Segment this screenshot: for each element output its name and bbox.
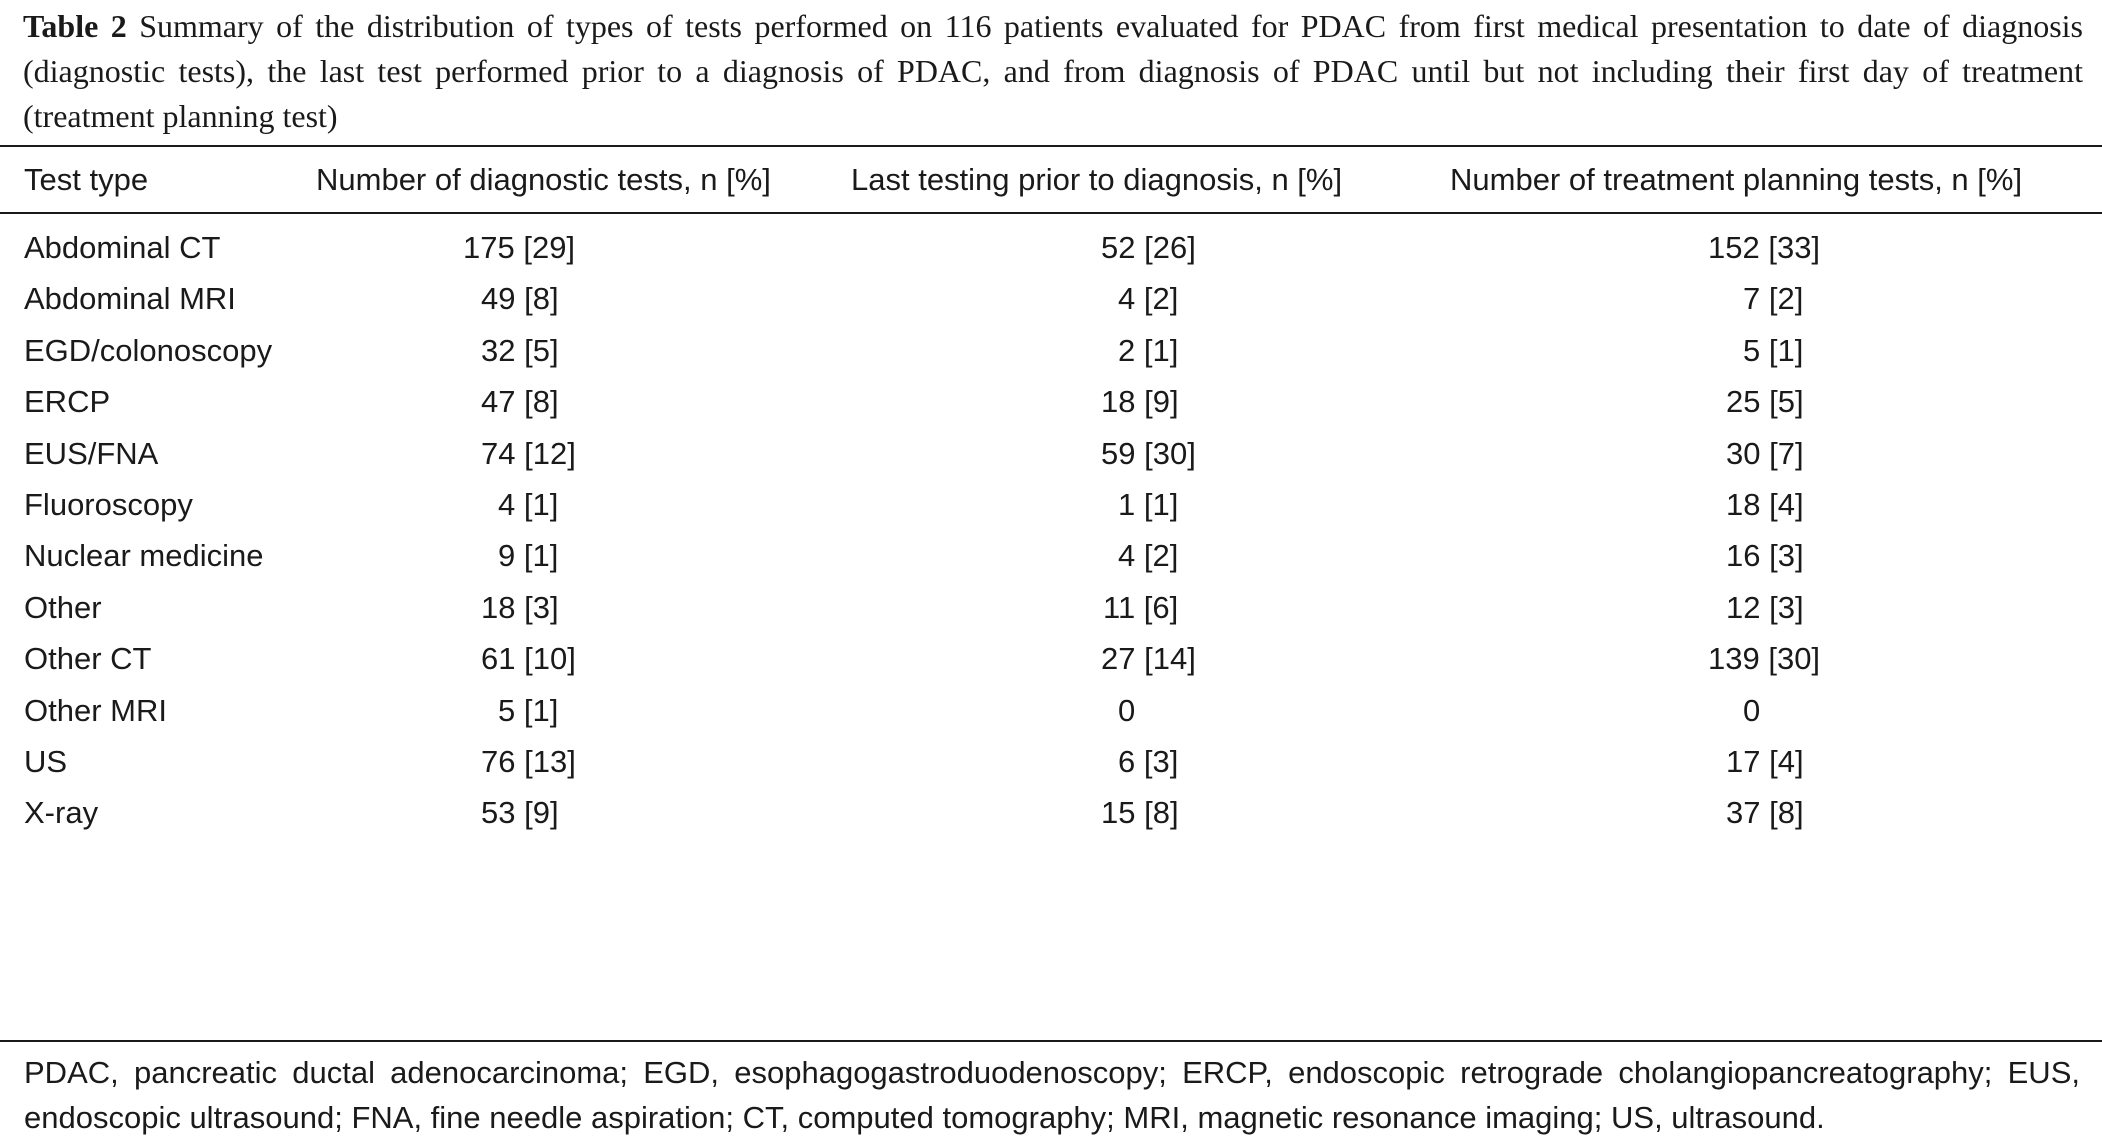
cell-diagnostic-tests: 47 [8] xyxy=(481,384,559,419)
cell-test-type: EGD/colonoscopy xyxy=(24,333,273,368)
cell-treatment-planning: 7 [2] xyxy=(1743,281,1804,316)
cell-treatment-planning: 37 [8] xyxy=(1726,795,1804,830)
table-header-rule xyxy=(0,212,2102,214)
cell-treatment-planning: 0 xyxy=(1743,693,1761,728)
cell-test-type: Other xyxy=(24,590,102,625)
cell-test-type: X-ray xyxy=(24,795,99,830)
header-diagnostic-tests: Number of diagnostic tests, n [%] xyxy=(316,162,771,197)
cell-diagnostic-tests: 32 [5] xyxy=(481,333,559,368)
cell-treatment-planning: 5 [1] xyxy=(1743,333,1804,368)
cell-diagnostic-tests: 76 [13] xyxy=(481,744,576,779)
cell-test-type: Nuclear medicine xyxy=(24,538,264,573)
table-caption-label: Table 2 xyxy=(23,8,127,44)
table-bottom-rule xyxy=(0,1040,2102,1042)
cell-last-testing: 18 [9] xyxy=(1101,384,1179,419)
cell-last-testing: 4 [2] xyxy=(1118,538,1179,573)
cell-diagnostic-tests: 49 [8] xyxy=(481,281,559,316)
table-caption: Table 2 Summary of the distribution of t… xyxy=(23,4,2083,139)
cell-treatment-planning: 139 [30] xyxy=(1708,641,1821,676)
cell-treatment-planning: 17 [4] xyxy=(1726,744,1804,779)
cell-test-type: ERCP xyxy=(24,384,111,419)
table-top-rule xyxy=(0,145,2102,147)
cell-last-testing: 1 [1] xyxy=(1118,487,1179,522)
cell-test-type: US xyxy=(24,744,68,779)
cell-diagnostic-tests: 4 [1] xyxy=(498,487,559,522)
cell-last-testing: 0 xyxy=(1118,693,1136,728)
header-treatment-planning: Number of treatment planning tests, n [%… xyxy=(1450,162,2023,197)
cell-diagnostic-tests: 74 [12] xyxy=(481,436,576,471)
cell-test-type: Abdominal MRI xyxy=(24,281,236,316)
cell-diagnostic-tests: 61 [10] xyxy=(481,641,576,676)
cell-last-testing: 11 [6] xyxy=(1103,590,1179,625)
cell-test-type: Other CT xyxy=(24,641,152,676)
header-test-type: Test type xyxy=(24,162,149,197)
cell-test-type: Abdominal CT xyxy=(24,230,221,265)
cell-last-testing: 52 [26] xyxy=(1101,230,1196,265)
cell-treatment-planning: 30 [7] xyxy=(1726,436,1804,471)
cell-test-type: EUS/FNA xyxy=(24,436,159,471)
cell-last-testing: 15 [8] xyxy=(1101,795,1179,830)
cell-test-type: Other MRI xyxy=(24,693,167,728)
cell-last-testing: 6 [3] xyxy=(1118,744,1179,779)
cell-last-testing: 4 [2] xyxy=(1118,281,1179,316)
cell-last-testing: 2 [1] xyxy=(1118,333,1179,368)
cell-diagnostic-tests: 18 [3] xyxy=(481,590,559,625)
cell-diagnostic-tests: 175 [29] xyxy=(463,230,576,265)
cell-diagnostic-tests: 53 [9] xyxy=(481,795,559,830)
cell-test-type: Fluoroscopy xyxy=(24,487,193,522)
table-caption-text: Summary of the distribution of types of … xyxy=(23,8,2084,134)
table-footnote: PDAC, pancreatic ductal adenocarcinoma; … xyxy=(24,1055,2080,1135)
cell-diagnostic-tests: 9 [1] xyxy=(498,538,559,573)
cell-treatment-planning: 12 [3] xyxy=(1726,590,1804,625)
cell-treatment-planning: 16 [3] xyxy=(1726,538,1804,573)
header-last-testing: Last testing prior to diagnosis, n [%] xyxy=(851,162,1343,197)
cell-treatment-planning: 152 [33] xyxy=(1708,230,1821,265)
cell-last-testing: 59 [30] xyxy=(1101,436,1196,471)
cell-diagnostic-tests: 5 [1] xyxy=(498,693,559,728)
cell-treatment-planning: 25 [5] xyxy=(1726,384,1804,419)
cell-last-testing: 27 [14] xyxy=(1101,641,1196,676)
cell-treatment-planning: 18 [4] xyxy=(1726,487,1804,522)
